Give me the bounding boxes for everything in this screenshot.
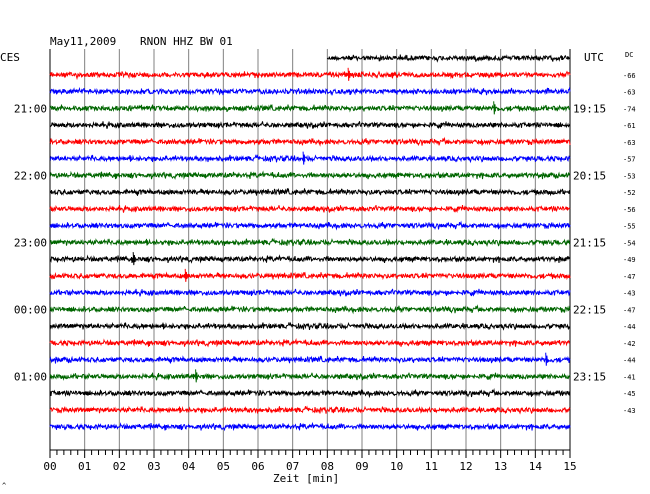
dc-offset-value: -74 [623,105,636,113]
x-tick-label: 10 [390,460,403,473]
trace-row-10 [49,204,571,213]
trace-row-1 [326,54,570,63]
x-tick-label: 09 [355,460,368,473]
dc-offset-value: -52 [623,189,636,197]
trace-row-23 [49,421,571,432]
grid-lines [49,49,571,450]
x-tick-label: 15 [563,460,576,473]
dc-offset-value: -41 [623,373,636,381]
x-axis: 00 01 02 03 04 05 06 07 08 09 10 11 12 13 14 15 [43,449,577,473]
trace-row-14 [49,271,571,281]
x-tick-label: 02 [113,460,126,473]
dc-offset-value: -47 [623,273,636,281]
x-tick-label: 04 [182,460,196,473]
event-spike [132,252,136,266]
dc-offset-value: -49 [623,256,636,264]
right-timezone-label: UTC [584,51,604,64]
trace-row-3 [49,86,571,96]
dc-offset-value: -57 [623,156,636,164]
x-tick-label: 00 [43,460,56,473]
dc-offset-value: -43 [623,407,636,415]
dc-offset-value: -44 [623,323,636,331]
left-time-label: 21:00 [14,102,47,115]
trace-lines [49,54,571,432]
dc-offset-value: -63 [623,89,636,97]
trace-row-12 [49,237,571,247]
dc-offset-value: -55 [623,223,636,231]
dc-offset-value: -42 [623,340,636,348]
x-tick-label: 08 [321,460,334,473]
dc-header-label: DC [625,51,633,59]
x-tick-label: 13 [494,460,507,473]
dc-offset-value: -61 [623,122,636,130]
right-time-label: 19:15 [573,102,606,115]
left-timezone-label: CES [0,51,20,64]
event-spike [347,67,351,81]
right-time-label: 21:15 [573,236,606,249]
dc-offset-value: -56 [623,206,636,214]
trace-row-11 [49,220,571,231]
trace-row-8 [49,170,571,180]
trace-row-4 [49,103,571,113]
right-time-label: 23:15 [573,370,606,383]
right-time-label: 22:15 [573,303,606,316]
time-labels: 21:00 22:00 23:00 00:00 01:00 19:15 20:15 21:15… [14,102,606,383]
x-axis-label: Zeit [min] [273,472,339,485]
dc-offset-labels: -66 -63 -74 -61 -63 -57 -53 -52 -56 -55 -54 -49 -47 -… [623,72,636,415]
trace-row-19 [49,355,571,364]
dc-offset-value: -47 [623,306,636,314]
x-tick-label: 03 [147,460,160,473]
left-time-label: 00:00 [14,303,47,316]
right-time-label: 20:15 [573,169,606,182]
dc-offset-value: -43 [623,290,636,298]
trace-row-22 [49,405,571,415]
left-time-label: 01:00 [14,370,47,383]
left-time-label: 22:00 [14,169,47,182]
dc-offset-value: -54 [623,239,636,247]
dc-offset-value: -44 [623,357,636,365]
x-tick-label: 05 [217,460,230,473]
trace-row-15 [49,288,571,297]
trace-row-6 [49,136,571,147]
x-tick-label: 07 [286,460,299,473]
event-spike [302,151,306,165]
x-tick-label: 14 [529,460,543,473]
event-spike [184,268,188,282]
trace-row-2 [49,70,571,81]
trace-row-13 [49,254,571,264]
dc-offset-value: -45 [623,390,636,398]
trace-row-7 [49,153,571,164]
event-spike [493,101,496,115]
event-spike [195,369,198,383]
x-tick-label: 06 [251,460,264,473]
trace-row-5 [49,121,571,130]
trace-row-17 [49,321,571,331]
left-time-label: 23:00 [14,236,47,249]
header-station: RNON HHZ BW 01 [140,35,233,48]
trace-row-20 [49,372,571,381]
event-spike [545,352,548,366]
x-tick-label: 12 [459,460,472,473]
x-tick-label: 11 [425,460,438,473]
x-tick-label: 01 [78,460,91,473]
trace-row-16 [49,304,571,315]
header-date: May11,2009 [50,35,116,48]
trace-row-9 [49,187,571,197]
corner-mark: ^ [2,482,6,490]
dc-offset-value: -66 [623,72,636,80]
dc-offset-value: -63 [623,139,636,147]
trace-row-18 [49,338,571,348]
trace-row-21 [49,388,571,399]
dc-offset-value: -53 [623,172,636,180]
